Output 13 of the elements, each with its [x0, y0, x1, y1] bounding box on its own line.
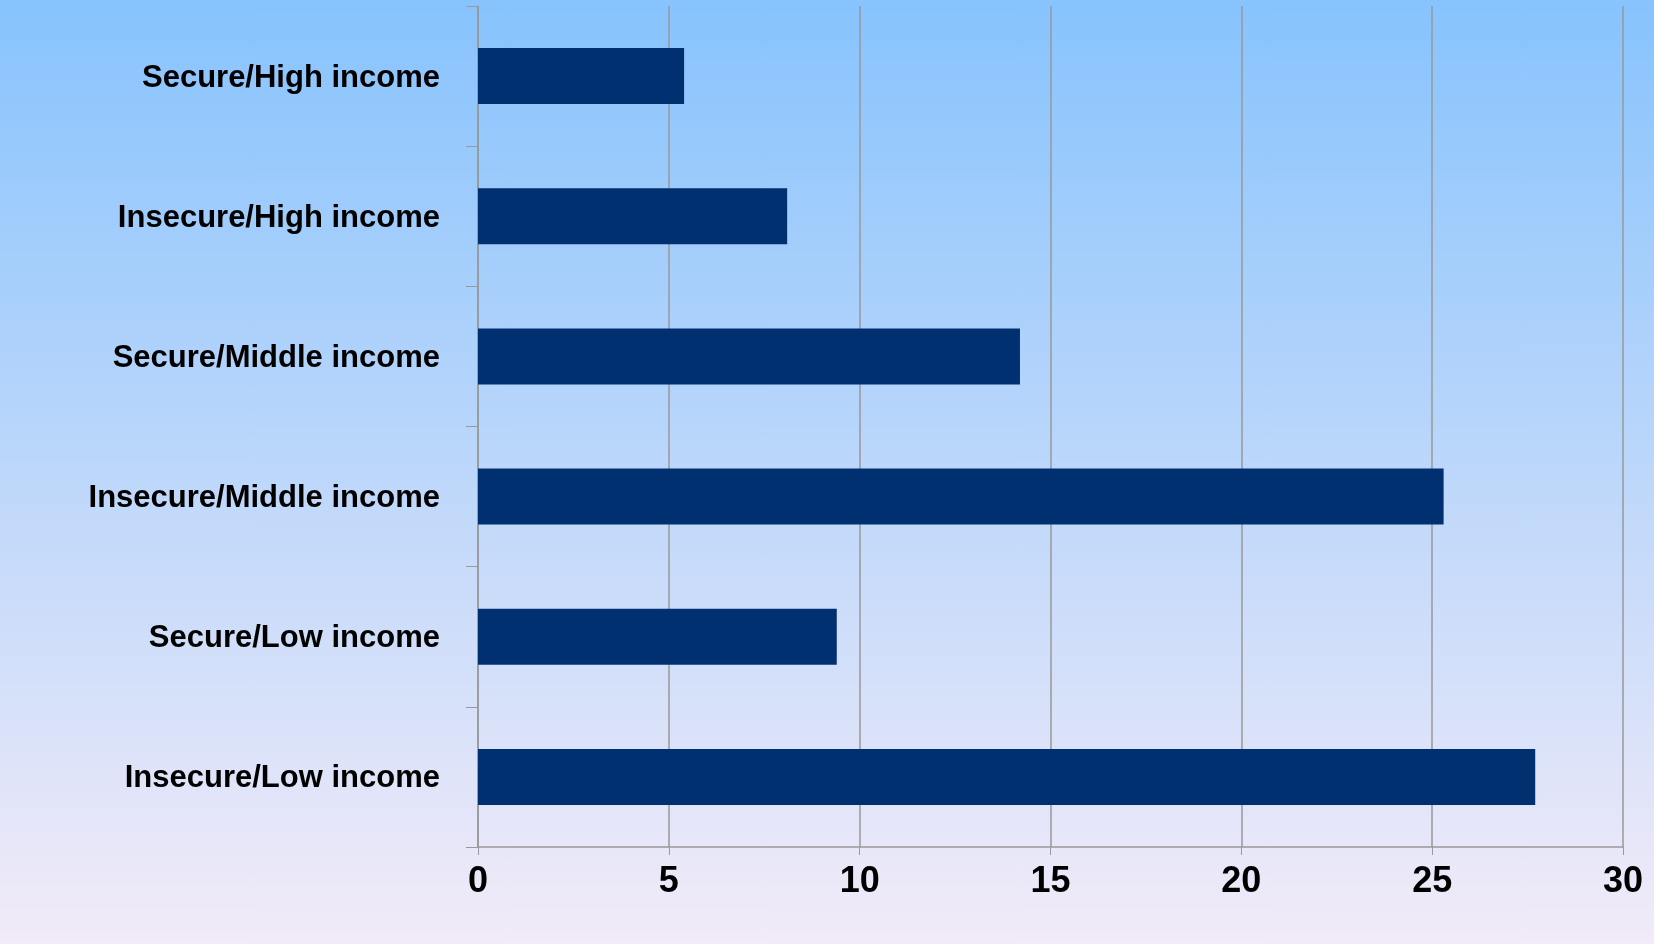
x-tick-label: 25 [1412, 858, 1453, 900]
y-tick-label: Insecure/Middle income [88, 479, 440, 515]
y-tick-label: Insecure/High income [117, 198, 440, 234]
x-tick-label: 10 [839, 858, 880, 900]
y-tick-label: Secure/High income [141, 58, 440, 94]
y-tick-label: Secure/Middle income [112, 338, 440, 374]
x-tick-label: 5 [658, 858, 679, 900]
x-tick-label: 0 [467, 858, 489, 900]
y-tick-label: Secure/Low income [148, 619, 440, 655]
x-tick-label: 30 [1602, 858, 1644, 900]
x-tick-label: 20 [1221, 858, 1262, 900]
y-tick-label: Insecure/Low income [124, 759, 440, 795]
x-tick-label: 15 [1030, 858, 1071, 900]
